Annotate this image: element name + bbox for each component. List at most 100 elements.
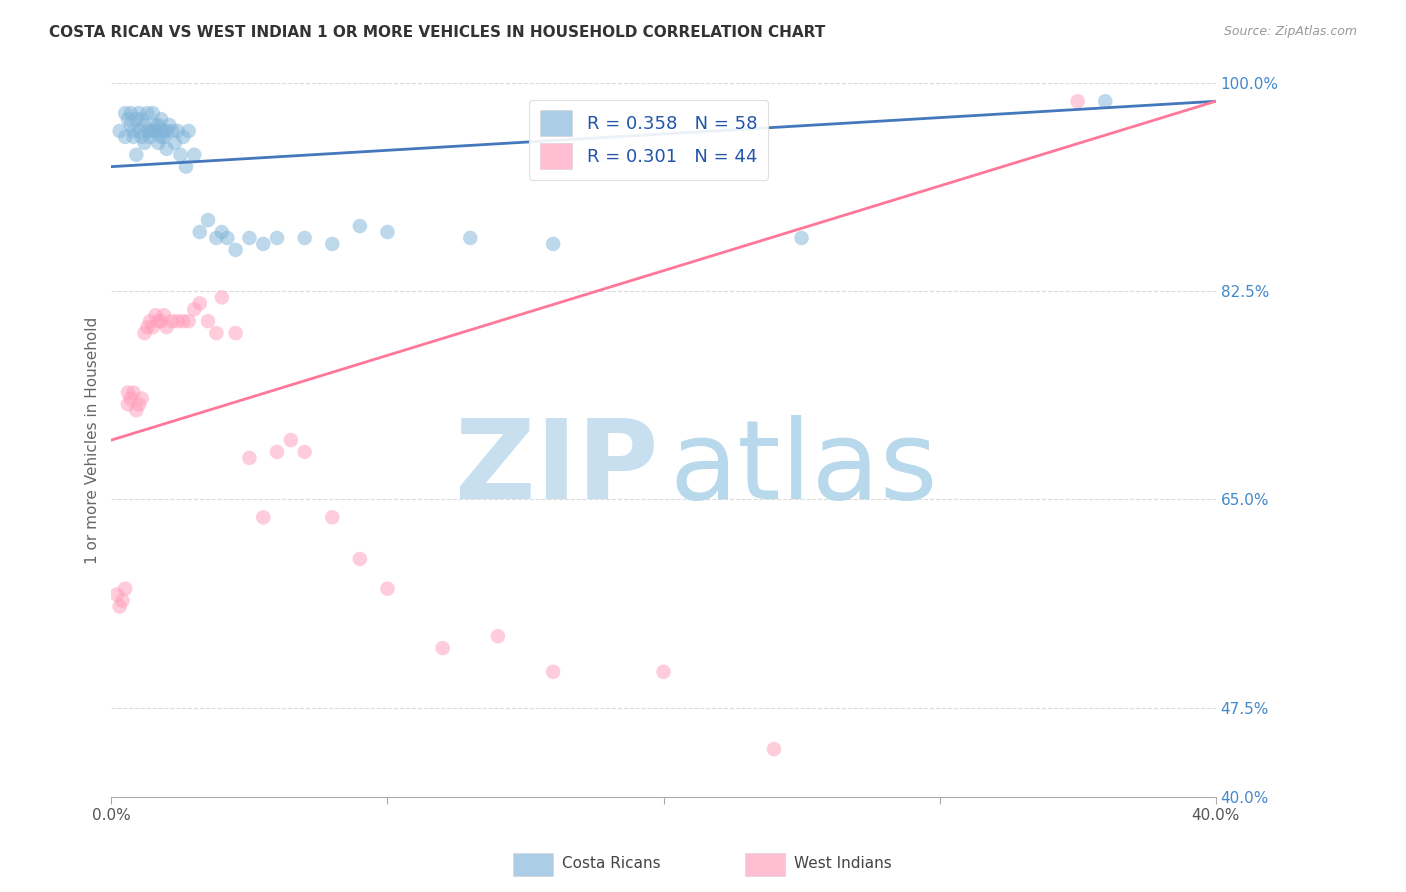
- Text: Source: ZipAtlas.com: Source: ZipAtlas.com: [1223, 25, 1357, 38]
- Point: [150, 112, 173, 127]
- Point: [131, 112, 153, 127]
- Point: [157, 118, 180, 132]
- Point: [217, 231, 239, 245]
- Legend: R = 0.358   N = 58, R = 0.301   N = 44: R = 0.358 N = 58, R = 0.301 N = 44: [529, 100, 768, 179]
- Point: [377, 225, 399, 239]
- Point: [122, 385, 145, 400]
- Point: [238, 231, 260, 245]
- Point: [139, 130, 162, 145]
- Point: [134, 118, 156, 132]
- Point: [169, 148, 191, 162]
- Text: ZIP: ZIP: [454, 415, 658, 522]
- Text: atlas: atlas: [669, 415, 938, 522]
- Point: [120, 106, 142, 120]
- Point: [145, 118, 167, 132]
- Point: [131, 392, 153, 406]
- Point: [177, 124, 200, 138]
- Point: [105, 588, 128, 602]
- Point: [294, 445, 316, 459]
- Point: [166, 314, 188, 328]
- Point: [150, 314, 173, 328]
- Text: West Indians: West Indians: [794, 856, 893, 871]
- Y-axis label: 1 or more Vehicles in Household: 1 or more Vehicles in Household: [86, 317, 100, 564]
- Point: [294, 231, 316, 245]
- Point: [238, 450, 260, 465]
- Point: [122, 130, 145, 145]
- Point: [377, 582, 399, 596]
- Point: [252, 510, 274, 524]
- Point: [128, 124, 150, 138]
- Point: [183, 302, 205, 317]
- Point: [136, 320, 159, 334]
- Point: [652, 665, 675, 679]
- Point: [134, 326, 156, 340]
- Point: [131, 130, 153, 145]
- Point: [156, 142, 179, 156]
- Point: [188, 296, 211, 310]
- Point: [145, 308, 167, 322]
- Point: [136, 106, 159, 120]
- Point: [1066, 95, 1088, 109]
- Point: [145, 124, 167, 138]
- Point: [211, 290, 233, 304]
- Point: [321, 510, 343, 524]
- Point: [111, 593, 134, 607]
- Point: [114, 582, 136, 596]
- Point: [156, 320, 179, 334]
- Point: [120, 118, 142, 132]
- Point: [108, 124, 131, 138]
- Text: Costa Ricans: Costa Ricans: [562, 856, 661, 871]
- Point: [114, 130, 136, 145]
- Point: [148, 136, 170, 150]
- Point: [225, 243, 247, 257]
- Point: [153, 308, 176, 322]
- Point: [211, 225, 233, 239]
- Point: [541, 236, 564, 251]
- Text: COSTA RICAN VS WEST INDIAN 1 OR MORE VEHICLES IN HOUSEHOLD CORRELATION CHART: COSTA RICAN VS WEST INDIAN 1 OR MORE VEH…: [49, 25, 825, 40]
- Point: [266, 231, 288, 245]
- Point: [174, 160, 197, 174]
- Point: [117, 397, 139, 411]
- Point: [139, 124, 162, 138]
- Point: [139, 314, 162, 328]
- Point: [321, 236, 343, 251]
- Point: [117, 112, 139, 127]
- Point: [349, 552, 371, 566]
- Point: [125, 403, 148, 417]
- Point: [142, 106, 165, 120]
- Point: [136, 124, 159, 138]
- Point: [205, 326, 228, 340]
- Point: [197, 213, 219, 227]
- Point: [266, 445, 288, 459]
- Point: [134, 136, 156, 150]
- Point: [148, 118, 170, 132]
- Point: [125, 148, 148, 162]
- Point: [120, 392, 142, 406]
- Point: [172, 130, 194, 145]
- Point: [125, 112, 148, 127]
- Point: [205, 231, 228, 245]
- Point: [150, 130, 173, 145]
- Point: [541, 665, 564, 679]
- Point: [122, 124, 145, 138]
- Point: [128, 106, 150, 120]
- Point: [114, 106, 136, 120]
- Point: [153, 124, 176, 138]
- Point: [128, 397, 150, 411]
- Point: [188, 225, 211, 239]
- Point: [108, 599, 131, 614]
- Point: [156, 124, 179, 138]
- Point: [160, 124, 183, 138]
- Point: [177, 314, 200, 328]
- Point: [225, 326, 247, 340]
- Point: [153, 130, 176, 145]
- Point: [1094, 95, 1116, 109]
- Point: [252, 236, 274, 251]
- Point: [142, 320, 165, 334]
- Point: [280, 433, 302, 447]
- Point: [183, 148, 205, 162]
- Point: [142, 124, 165, 138]
- Point: [117, 385, 139, 400]
- Point: [148, 314, 170, 328]
- Point: [172, 314, 194, 328]
